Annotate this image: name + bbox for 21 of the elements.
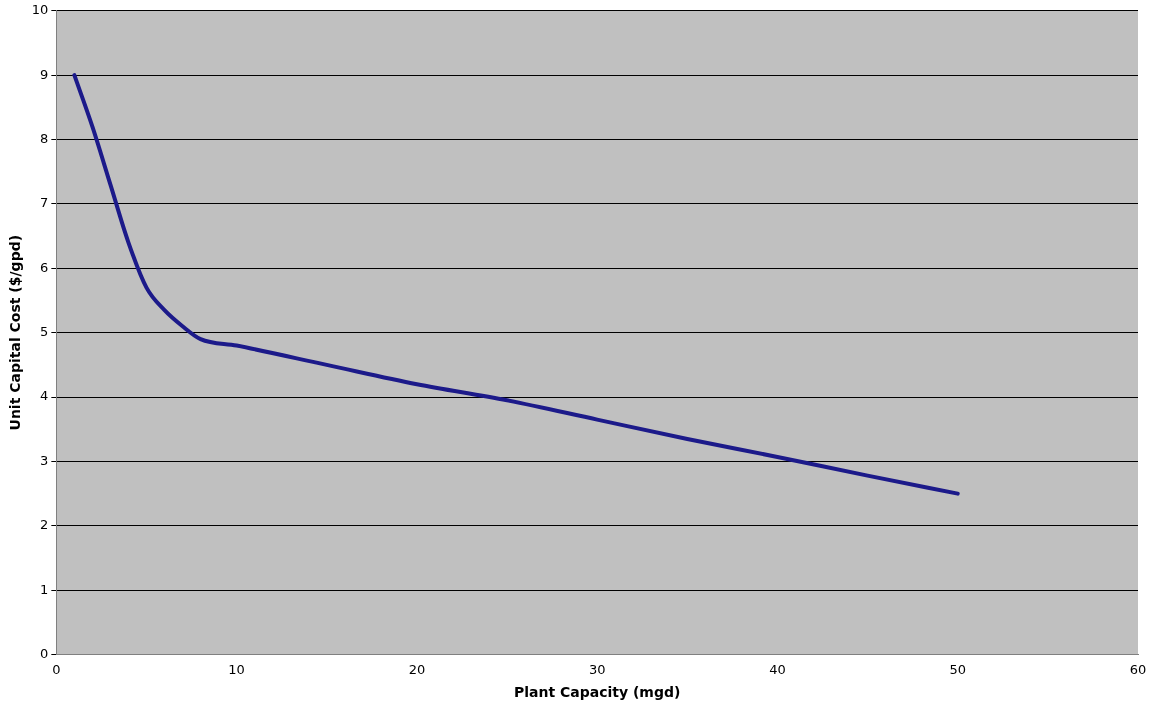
x-tick-label: 20 xyxy=(408,661,426,677)
y-tick-label: 4 xyxy=(40,388,49,404)
y-axis-title: Unit Capital Cost ($/gpd) xyxy=(7,234,24,431)
y-tick-label: 8 xyxy=(40,130,49,146)
y-tick-label: 2 xyxy=(40,517,49,533)
y-tick-label: 5 xyxy=(40,324,49,340)
y-tick-label: 10 xyxy=(31,2,49,18)
y-tick-label: 6 xyxy=(40,259,49,275)
y-tick-label: 1 xyxy=(40,581,49,597)
line-series xyxy=(72,73,960,496)
x-tick-label: 10 xyxy=(228,661,245,677)
x-tick-label: 50 xyxy=(949,661,966,677)
x-tick-label: 40 xyxy=(769,661,786,677)
y-tick-label: 0 xyxy=(40,645,49,661)
y-tick-label: 7 xyxy=(40,195,49,211)
y-tick-label: 9 xyxy=(40,66,49,82)
x-axis-title: Plant Capacity (mgd) xyxy=(513,684,681,701)
x-tick-label: 0 xyxy=(52,661,61,677)
x-tick-label: 60 xyxy=(1129,661,1147,677)
x-tick-label: 30 xyxy=(588,661,606,677)
y-tick-label: 3 xyxy=(40,452,49,468)
